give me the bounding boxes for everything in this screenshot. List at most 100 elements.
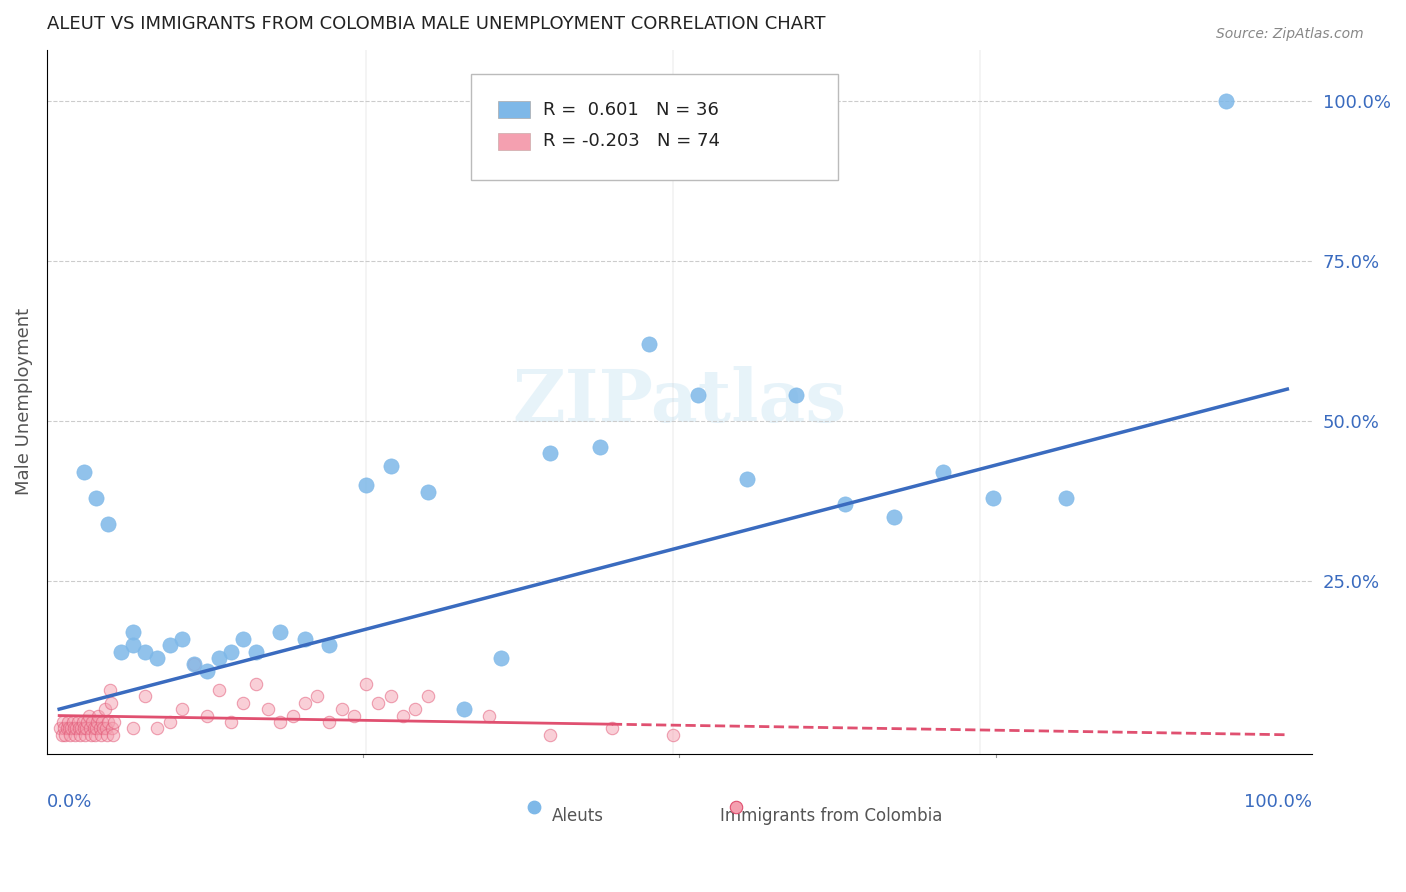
Point <box>134 690 156 704</box>
Point <box>91 714 114 729</box>
Text: R = -0.203   N = 74: R = -0.203 N = 74 <box>543 132 720 151</box>
Point <box>538 446 561 460</box>
Point <box>146 651 169 665</box>
Point <box>69 728 91 742</box>
Point <box>318 714 340 729</box>
Point <box>82 714 104 729</box>
Point <box>281 708 304 723</box>
Point <box>134 644 156 658</box>
Point <box>662 728 685 742</box>
Point <box>146 722 169 736</box>
Point <box>73 728 96 742</box>
Point <box>49 722 72 736</box>
Point <box>58 722 80 736</box>
Point <box>80 728 103 742</box>
Point <box>103 728 125 742</box>
FancyBboxPatch shape <box>499 101 530 119</box>
Point <box>60 722 83 736</box>
FancyBboxPatch shape <box>499 133 530 150</box>
Point <box>245 644 267 658</box>
Point <box>416 484 439 499</box>
Point <box>834 497 856 511</box>
Point <box>59 728 82 742</box>
Point <box>785 388 807 402</box>
Point <box>76 714 98 729</box>
Point <box>73 465 96 479</box>
Point <box>318 638 340 652</box>
Point <box>208 682 231 697</box>
Point <box>83 722 105 736</box>
Point <box>72 714 94 729</box>
Point <box>121 625 143 640</box>
Point <box>294 632 316 646</box>
Point <box>103 714 125 729</box>
Point <box>883 510 905 524</box>
Point <box>110 644 132 658</box>
Point <box>53 728 76 742</box>
Point <box>83 728 105 742</box>
Point <box>195 664 218 678</box>
Point <box>343 708 366 723</box>
Point <box>121 638 143 652</box>
Point <box>491 651 513 665</box>
Text: R =  0.601   N = 36: R = 0.601 N = 36 <box>543 101 718 119</box>
Point <box>100 696 122 710</box>
Point <box>380 690 402 704</box>
Point <box>219 714 242 729</box>
Point <box>208 651 231 665</box>
Point <box>478 708 501 723</box>
Text: ZIPatlas: ZIPatlas <box>512 367 846 437</box>
Point <box>307 690 329 704</box>
Point <box>269 714 291 729</box>
Point <box>453 702 475 716</box>
Text: Aleuts: Aleuts <box>553 806 605 825</box>
Point <box>63 728 86 742</box>
Point <box>65 722 87 736</box>
Text: 100.0%: 100.0% <box>1244 793 1312 811</box>
Point <box>51 728 73 742</box>
Point <box>96 728 118 742</box>
Point <box>538 728 561 742</box>
Point <box>520 782 543 797</box>
Point <box>56 714 79 729</box>
Point <box>77 708 100 723</box>
Point <box>121 722 143 736</box>
FancyBboxPatch shape <box>471 74 838 180</box>
Point <box>97 714 120 729</box>
Point <box>195 708 218 723</box>
Point <box>170 702 193 716</box>
Point <box>294 696 316 710</box>
Point <box>84 722 107 736</box>
Point <box>232 696 254 710</box>
Point <box>416 690 439 704</box>
Point <box>380 458 402 473</box>
Point <box>981 491 1004 505</box>
Text: Immigrants from Colombia: Immigrants from Colombia <box>720 806 942 825</box>
Point <box>98 682 121 697</box>
Point <box>269 625 291 640</box>
Point <box>932 465 955 479</box>
Point <box>232 632 254 646</box>
Point <box>404 702 426 716</box>
Point <box>63 722 86 736</box>
Point <box>55 722 77 736</box>
Point <box>94 722 117 736</box>
Point <box>52 714 75 729</box>
Text: 0.0%: 0.0% <box>46 793 93 811</box>
Point <box>330 702 353 716</box>
Text: Source: ZipAtlas.com: Source: ZipAtlas.com <box>1216 27 1364 41</box>
Point <box>93 722 115 736</box>
Point <box>66 714 89 729</box>
Point <box>70 722 93 736</box>
Point <box>86 714 108 729</box>
Point <box>183 657 205 672</box>
Point <box>354 478 377 492</box>
Point <box>75 722 97 736</box>
Point <box>367 696 389 710</box>
Y-axis label: Male Unemployment: Male Unemployment <box>15 309 32 495</box>
Point <box>87 708 110 723</box>
Point <box>67 722 90 736</box>
Point <box>637 337 659 351</box>
Point <box>89 722 111 736</box>
Point <box>73 722 96 736</box>
